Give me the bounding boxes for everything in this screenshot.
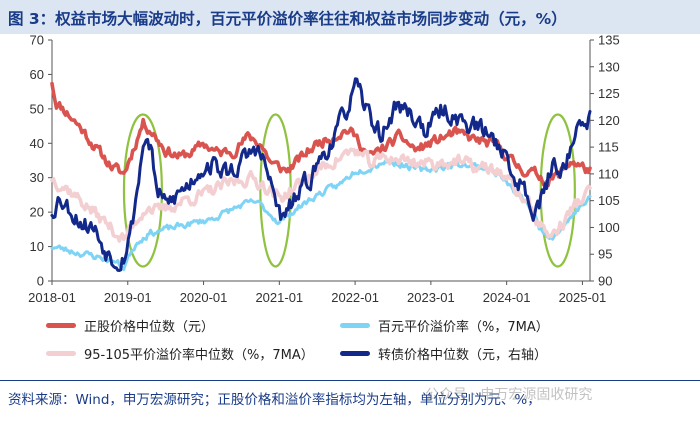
right-tick-label: 90 xyxy=(598,274,612,289)
series-line-3 xyxy=(50,147,592,243)
legend-label: 正股价格中位数（元） xyxy=(84,320,215,335)
source-divider xyxy=(0,380,700,381)
legend-item: 95-105平价溢价率中位数（%，7MA） xyxy=(46,344,314,363)
right-tick-label: 115 xyxy=(598,140,619,155)
legend-swatch xyxy=(46,351,76,356)
x-tick-label: 2019-01 xyxy=(104,290,152,305)
left-tick-label: 20 xyxy=(30,205,44,220)
x-tick-label: 2018-01 xyxy=(28,290,76,305)
legend-label: 百元平价溢价率（%，7MA） xyxy=(378,320,549,335)
source-note: 资料来源：Wind，申万宏源研究；正股价格和溢价率指标均为左轴，单位分别为元、%… xyxy=(8,392,541,408)
left-tick-label: 60 xyxy=(30,67,44,82)
legend-swatch xyxy=(340,323,370,328)
left-tick-label: 0 xyxy=(37,274,44,289)
right-tick-label: 125 xyxy=(598,86,620,101)
title-bar: 图 3：权益市场大幅波动时，百元平价溢价率往往和权益市场同步变动（元，%） xyxy=(0,0,700,34)
legend-label: 转债价格中位数（元，右轴） xyxy=(378,348,548,363)
x-tick-label: 2023-01 xyxy=(407,290,455,305)
right-tick-label: 95 xyxy=(598,247,612,262)
legend-swatch xyxy=(340,351,370,356)
highlight-ellipse-3 xyxy=(539,113,576,268)
watermark: 公众号 · 申万宏源固收研究 xyxy=(425,387,593,403)
x-tick-label: 2024-01 xyxy=(483,290,531,305)
highlight-ellipse-1 xyxy=(122,113,163,268)
legend-item: 转债价格中位数（元，右轴） xyxy=(340,344,547,363)
legend-label: 95-105平价溢价率中位数（%，7MA） xyxy=(84,348,314,363)
right-tick-label: 110 xyxy=(598,166,619,181)
x-tick-label: 2025-01 xyxy=(559,290,607,305)
right-tick-label: 100 xyxy=(598,220,620,235)
left-tick-label: 50 xyxy=(30,101,44,116)
legend-swatch xyxy=(46,323,76,328)
x-tick-label: 2021-01 xyxy=(255,290,303,305)
chart-title: 图 3：权益市场大幅波动时，百元平价溢价率往往和权益市场同步变动（元，%） xyxy=(8,10,567,28)
legend-item: 正股价格中位数（元） xyxy=(46,316,214,335)
left-tick-label: 40 xyxy=(30,136,44,151)
right-tick-label: 135 xyxy=(598,34,620,48)
right-tick-label: 120 xyxy=(598,113,620,128)
left-tick-label: 70 xyxy=(30,34,44,48)
right-tick-label: 130 xyxy=(598,59,620,74)
chart-plot: 0 10 20 30 40 50 60 70 90 95 100 105 110 115 120 125 130… xyxy=(28,34,620,305)
x-tick-label: 2020-01 xyxy=(180,290,228,305)
left-tick-label: 30 xyxy=(30,170,44,185)
x-tick-label: 2022-01 xyxy=(331,290,379,305)
left-tick-label: 10 xyxy=(30,239,44,254)
right-tick-label: 105 xyxy=(598,193,620,208)
legend: 正股价格中位数（元） 百元平价溢价率（%，7MA） 95-105平价溢价率中位数… xyxy=(0,316,700,372)
legend-item: 百元平价溢价率（%，7MA） xyxy=(340,316,549,335)
series-line-4 xyxy=(50,77,592,272)
